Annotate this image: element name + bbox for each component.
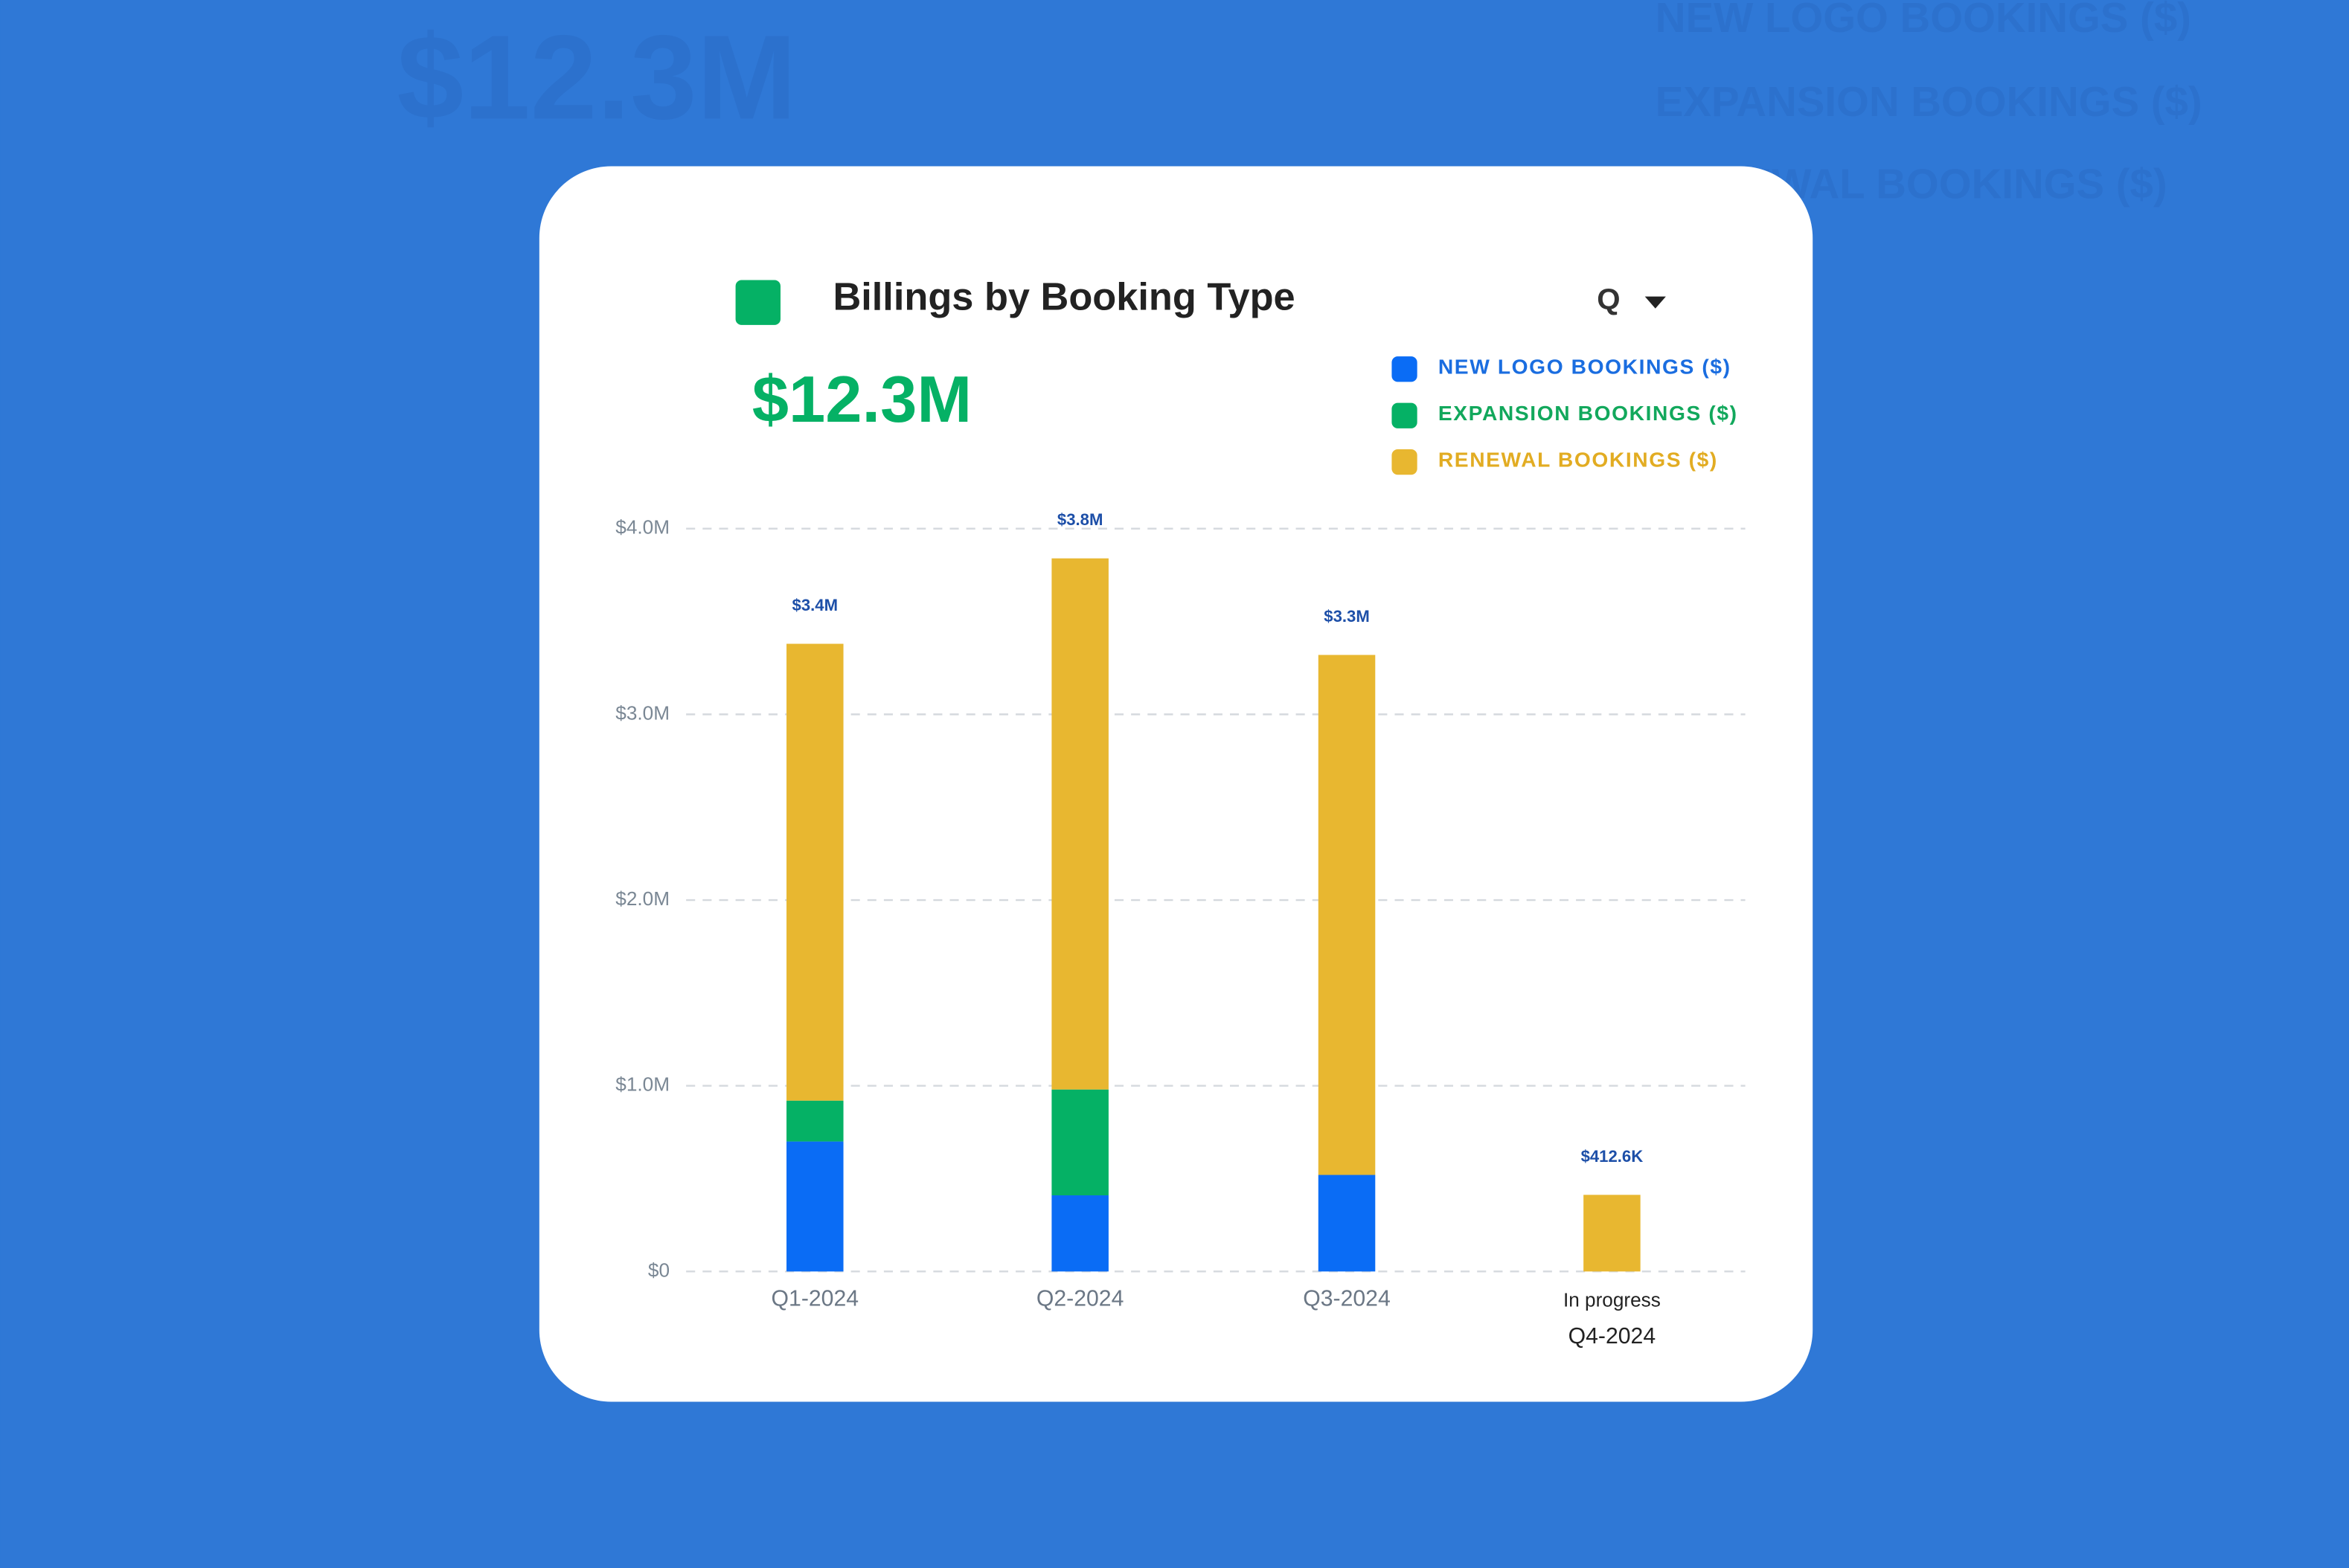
bar-segment bbox=[786, 643, 844, 1101]
dropdown-caret[interactable] bbox=[1644, 296, 1666, 309]
bar-segment bbox=[1051, 558, 1109, 1090]
total-label: $3.8M bbox=[1057, 510, 1103, 529]
y-tick-label: $1.0M bbox=[615, 1073, 670, 1096]
dropdown-label[interactable]: Q bbox=[1597, 282, 1620, 315]
bar-segment bbox=[1583, 1195, 1641, 1272]
card bbox=[539, 166, 1813, 1402]
legend-label: NEW LOGO BOOKINGS ($) bbox=[1438, 355, 1731, 379]
y-tick-label: $3.0M bbox=[615, 701, 670, 724]
legend-swatch bbox=[1391, 356, 1417, 382]
total-label: $3.4M bbox=[792, 596, 838, 614]
x-tick-label: Q4-2024 bbox=[1568, 1324, 1656, 1349]
legend-label: RENEWAL BOOKINGS ($) bbox=[1438, 448, 1718, 472]
background-legend: NEW LOGO BOOKINGS ($) bbox=[1656, 0, 2191, 41]
background-kpi: $12.3M bbox=[397, 10, 797, 144]
bar-segment bbox=[786, 1100, 844, 1142]
legend-label: EXPANSION BOOKINGS ($) bbox=[1438, 401, 1738, 425]
total-label: $3.3M bbox=[1324, 607, 1370, 626]
annotation: In progress bbox=[1563, 1289, 1661, 1311]
bar-segment bbox=[1318, 1175, 1376, 1272]
y-tick-label: $4.0M bbox=[615, 516, 670, 539]
bar-segment bbox=[1051, 1195, 1109, 1272]
x-tick-label: Q2-2024 bbox=[1036, 1287, 1124, 1311]
bar-segment bbox=[786, 1141, 844, 1272]
background-legend: EXPANSION BOOKINGS ($) bbox=[1656, 78, 2202, 125]
x-tick-label: Q3-2024 bbox=[1303, 1287, 1390, 1311]
legend-swatch bbox=[1391, 449, 1417, 475]
chart-title: Billings by Booking Type bbox=[833, 276, 1295, 319]
total-label: $412.6K bbox=[1581, 1147, 1644, 1166]
period-dropdown[interactable]: Q bbox=[1597, 282, 1666, 315]
x-tick-label: Q1-2024 bbox=[772, 1287, 859, 1311]
legend-swatch bbox=[1391, 402, 1417, 428]
bar-segment bbox=[1051, 1089, 1109, 1195]
title-icon bbox=[735, 280, 781, 325]
bar-segment bbox=[1318, 655, 1376, 1175]
y-tick-label: $0 bbox=[648, 1259, 670, 1281]
kpi-value: $12.3M bbox=[752, 362, 972, 436]
y-tick-label: $2.0M bbox=[615, 887, 670, 910]
